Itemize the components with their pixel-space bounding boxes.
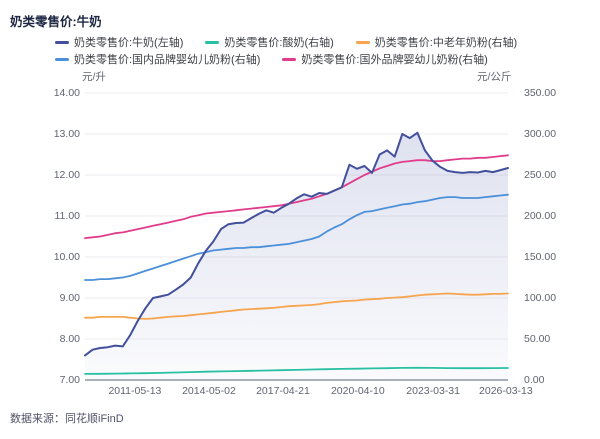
- left-axis-tick: 14.00: [53, 87, 80, 99]
- right-axis-unit-label: 元/公斤: [477, 71, 512, 83]
- left-axis-tick: 11.00: [54, 210, 81, 222]
- legend-item-yogurt[interactable]: 奶类零售价:酸奶(右轴): [205, 34, 334, 50]
- legend-row-1: 奶类零售价:牛奶(左轴) 奶类零售价:酸奶(右轴) 奶类零售价:中老年奶粉(右轴): [55, 34, 575, 50]
- left-axis-tick: 13.00: [53, 128, 80, 140]
- right-axis-tick: 50.00: [524, 333, 551, 345]
- x-axis-tick: 2023-03-31: [406, 385, 460, 397]
- right-axis-tick: 150.00: [524, 251, 557, 263]
- x-axis-tick: 2014-05-02: [182, 385, 236, 397]
- left-axis-tick: 9.00: [59, 292, 80, 304]
- legend-item-label: 奶类零售价:牛奶(左轴): [74, 37, 184, 49]
- legend-item-label: 奶类零售价:国内品牌婴幼儿奶粉(右轴): [74, 54, 261, 66]
- legend-dash-icon: [205, 40, 220, 44]
- series-foreign_infant_formula-line: [84, 154, 509, 240]
- legend-dash-icon: [355, 40, 370, 44]
- left-axis-tick: 7.00: [59, 374, 80, 386]
- legend-item-label: 奶类零售价:中老年奶粉(右轴): [374, 37, 518, 49]
- x-axis-tick: 2020-04-10: [330, 385, 385, 397]
- right-axis-tick: 250.00: [524, 169, 557, 181]
- legend-item-foreign_infant_formula[interactable]: 奶类零售价:国外品牌婴幼儿奶粉(右轴): [282, 51, 488, 67]
- legend-dash-icon: [55, 57, 69, 61]
- legend-item-label: 奶类零售价:酸奶(右轴): [224, 37, 334, 49]
- x-axis-tick: 2011-05-13: [108, 385, 162, 397]
- legend-item-label: 奶类零售价:国外品牌婴幼儿奶粉(右轴): [301, 54, 488, 66]
- legend-item-milk[interactable]: 奶类零售价:牛奶(左轴): [55, 34, 183, 50]
- chart-title: 奶类零售价:牛奶: [10, 15, 102, 29]
- x-axis-tick: 2026-03-13: [479, 385, 533, 397]
- left-axis-tick: 12.00: [53, 169, 80, 181]
- series-elderly_powder-line: [84, 292, 509, 320]
- series-domestic_infant_formula-line: [84, 193, 509, 281]
- data-source: 数据来源：同花顺iFinD: [10, 413, 124, 425]
- series-yogurt-line: [84, 366, 509, 375]
- legend-item-domestic_infant_formula[interactable]: 奶类零售价:国内品牌婴幼儿奶粉(右轴): [55, 51, 260, 67]
- left-axis-tick: 10.00: [53, 251, 80, 263]
- legend: 奶类零售价:牛奶(左轴) 奶类零售价:酸奶(右轴) 奶类零售价:中老年奶粉(右轴) 奶…: [55, 34, 575, 68]
- legend-dash-icon: [282, 57, 297, 61]
- right-axis-tick: 300.00: [524, 128, 557, 140]
- series-milk-area: [85, 132, 508, 380]
- x-axis-tick: 2017-04-21: [256, 385, 310, 397]
- left-axis-tick: 8.00: [59, 333, 80, 345]
- right-axis-tick: 0.00: [524, 374, 545, 386]
- legend-item-elderly_powder[interactable]: 奶类零售价:中老年奶粉(右轴): [355, 34, 518, 50]
- left-axis-unit-label: 元/升: [82, 71, 106, 83]
- legend-row-2: 奶类零售价:国内品牌婴幼儿奶粉(右轴) 奶类零售价:国外品牌婴幼儿奶粉(右轴): [55, 51, 575, 67]
- right-axis-tick: 100.00: [524, 292, 557, 304]
- series-milk-line: [84, 131, 509, 357]
- legend-dash-icon: [55, 40, 69, 44]
- right-axis-tick: 200.00: [524, 210, 557, 222]
- right-axis-tick: 350.00: [524, 87, 557, 99]
